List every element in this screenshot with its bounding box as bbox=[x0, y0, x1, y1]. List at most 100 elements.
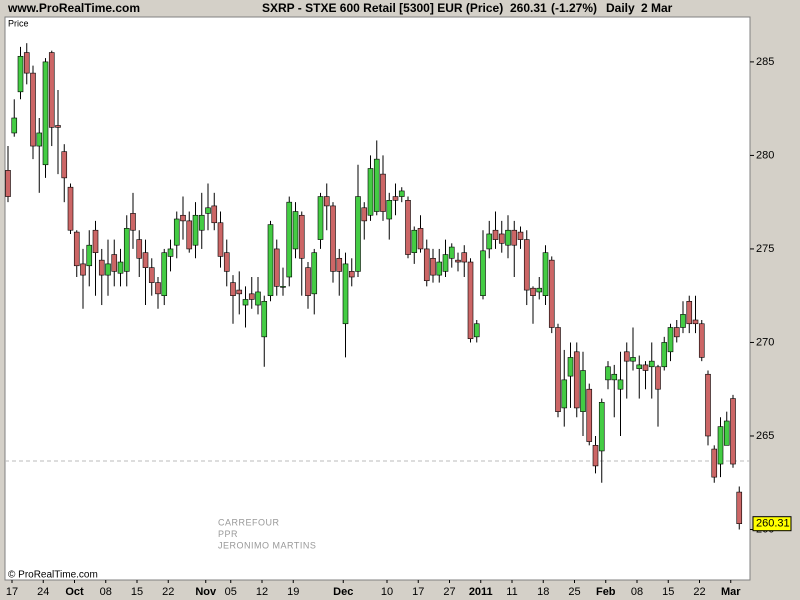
candle-body bbox=[98, 259, 105, 276]
candle-body bbox=[630, 357, 636, 362]
candle-body bbox=[417, 228, 424, 250]
y-tick-label: 285 bbox=[756, 56, 774, 68]
candle-body bbox=[92, 229, 99, 253]
x-tick-label: 17 bbox=[412, 586, 424, 598]
candle-body bbox=[130, 213, 136, 231]
candle-body bbox=[448, 246, 455, 259]
last-price-label: 260.31 bbox=[756, 518, 790, 530]
x-tick-label: 17 bbox=[6, 586, 18, 598]
candle-body bbox=[67, 186, 74, 231]
candle-body bbox=[511, 229, 518, 246]
candle-body bbox=[123, 228, 130, 272]
candle-body bbox=[586, 388, 593, 442]
candle-body bbox=[230, 282, 236, 296]
site-name: www.ProRealTime.com bbox=[7, 1, 140, 15]
candle-body bbox=[180, 214, 186, 222]
x-tick-label: 22 bbox=[162, 586, 174, 598]
candle-body bbox=[548, 259, 555, 328]
candle-body bbox=[148, 267, 155, 283]
candle-body bbox=[523, 239, 530, 291]
candle-body bbox=[61, 151, 68, 179]
candle-body bbox=[211, 205, 218, 224]
candle-body bbox=[55, 125, 61, 128]
candle-body bbox=[536, 287, 543, 293]
x-tick-label: Oct bbox=[65, 586, 84, 598]
candle-body bbox=[117, 261, 124, 274]
candle-body bbox=[23, 52, 30, 74]
candle-body bbox=[73, 231, 80, 267]
candle-body bbox=[355, 196, 361, 272]
candle-body bbox=[292, 211, 299, 250]
candle-body bbox=[223, 252, 230, 272]
candle-body bbox=[636, 364, 643, 369]
x-tick-label: 18 bbox=[537, 586, 549, 598]
candle-body bbox=[592, 445, 599, 467]
candle-body bbox=[436, 261, 443, 276]
candle-body bbox=[305, 267, 311, 296]
y-tick-label: 270 bbox=[756, 336, 774, 348]
candle-body bbox=[373, 158, 380, 212]
candle-body bbox=[36, 132, 43, 147]
candle-body bbox=[186, 220, 193, 250]
candle-body bbox=[648, 360, 655, 368]
candle-body bbox=[661, 342, 668, 368]
candle-body bbox=[17, 55, 24, 93]
candle-body bbox=[686, 301, 693, 325]
candle-body bbox=[198, 214, 205, 231]
candle-body bbox=[236, 289, 243, 295]
change: (-1.27%) bbox=[551, 1, 597, 15]
candle-body bbox=[611, 373, 618, 381]
candle-body bbox=[11, 117, 18, 134]
candle-body bbox=[111, 254, 118, 272]
candle-body bbox=[161, 252, 168, 296]
x-tick-label: 25 bbox=[568, 586, 580, 598]
candle-body bbox=[605, 366, 611, 381]
x-tick-label: 12 bbox=[256, 586, 268, 598]
x-tick-label: 19 bbox=[287, 586, 299, 598]
candle-body bbox=[42, 61, 49, 166]
candle-body bbox=[336, 257, 343, 272]
x-tick-label: 22 bbox=[693, 586, 705, 598]
candle-body bbox=[255, 291, 261, 306]
x-tick-label: Feb bbox=[596, 586, 616, 598]
x-tick-label: 15 bbox=[662, 586, 674, 598]
candle-body bbox=[461, 252, 468, 263]
x-tick-label: Mar bbox=[721, 586, 741, 598]
candle-body bbox=[580, 370, 586, 412]
candle-body bbox=[298, 214, 305, 259]
x-tick-label: 24 bbox=[37, 586, 49, 598]
candle-body bbox=[398, 190, 405, 197]
candle-body bbox=[711, 448, 718, 478]
panel-label: Price bbox=[8, 18, 29, 28]
candle-body bbox=[473, 323, 480, 338]
candle-body bbox=[330, 205, 336, 272]
x-tick-label: 27 bbox=[443, 586, 455, 598]
candle-body bbox=[280, 286, 286, 288]
x-tick-label: 05 bbox=[225, 586, 237, 598]
candle-body bbox=[311, 252, 318, 295]
candle-body bbox=[517, 231, 524, 240]
candle-body bbox=[173, 218, 180, 246]
candle-body bbox=[673, 327, 680, 338]
candle-body bbox=[86, 244, 93, 267]
watermark: CARREFOUR bbox=[218, 517, 280, 527]
x-tick-label: 2011 bbox=[469, 586, 493, 598]
candle-body bbox=[567, 357, 574, 377]
candle-body bbox=[655, 366, 661, 390]
candle-body bbox=[530, 287, 536, 296]
period: Daily bbox=[606, 1, 635, 15]
candle-body bbox=[423, 248, 430, 282]
candle-body bbox=[555, 327, 561, 412]
candle-body bbox=[455, 259, 461, 263]
x-tick-label: 10 bbox=[381, 586, 393, 598]
candle-body bbox=[30, 72, 36, 147]
candle-body bbox=[667, 327, 674, 353]
candle-body bbox=[542, 252, 549, 296]
date: 2 Mar bbox=[641, 1, 673, 15]
candle-body bbox=[273, 248, 280, 287]
watermark: PPR bbox=[218, 529, 238, 539]
candle-body bbox=[486, 233, 493, 250]
candle-body bbox=[217, 222, 224, 257]
